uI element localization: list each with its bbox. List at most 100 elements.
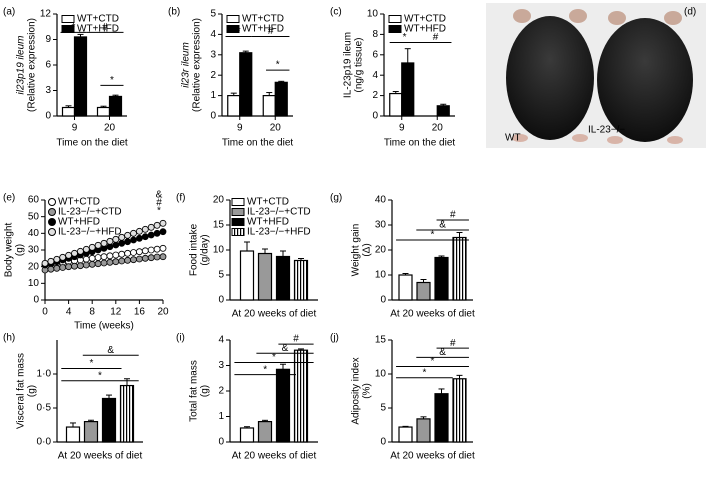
data-point — [135, 227, 143, 235]
y-axis-label: Weight gain — [351, 224, 362, 277]
y-tick-label: 40 — [375, 195, 387, 206]
data-point — [124, 249, 131, 257]
y-tick-label: 0 — [210, 111, 216, 122]
legend-swatch — [231, 208, 245, 216]
y-tick-label: 20 — [375, 245, 387, 256]
significance-mark: * — [422, 367, 426, 378]
data-point — [65, 251, 72, 259]
legend-label: WT+HFD — [77, 24, 119, 35]
data-point — [71, 249, 78, 257]
y-tick-label: 0·5 — [37, 403, 52, 414]
data-point — [124, 231, 131, 239]
y-tick-label: 4 — [218, 335, 224, 346]
y-tick-label: 3 — [210, 49, 216, 60]
y-axis-label: il23r ileum — [181, 42, 192, 88]
data-point — [65, 263, 72, 271]
legend-label: WT+HFD — [242, 24, 284, 35]
data-point — [106, 252, 114, 260]
legend-marker — [48, 228, 56, 236]
bar — [434, 256, 449, 301]
significance-mark: & — [107, 345, 114, 356]
x-tick-label: At 20 weeks of diet — [390, 451, 475, 462]
data-point — [135, 248, 143, 256]
data-point — [112, 235, 120, 243]
data-point — [159, 253, 167, 261]
data-point — [106, 258, 114, 266]
bar — [293, 259, 309, 301]
legend-label: WT+HFD — [247, 217, 289, 228]
y-tick-label: 0 — [380, 295, 386, 306]
x-tick-label: 9 — [72, 123, 78, 134]
panel-label: (e) — [3, 193, 15, 204]
data-point — [141, 233, 149, 241]
bar — [101, 397, 117, 443]
y-tick-label: 6 — [45, 60, 51, 71]
data-point — [130, 249, 137, 256]
y-tick-label: 6 — [372, 49, 378, 60]
x-tick-label: 0 — [42, 307, 48, 318]
data-point — [130, 236, 137, 244]
significance-mark: & — [439, 220, 446, 231]
mouse-body — [506, 16, 594, 140]
y-tick-label: 15 — [213, 220, 225, 231]
bar — [262, 94, 276, 117]
y-tick-label: 1 — [218, 411, 224, 422]
data-point — [118, 257, 126, 265]
significance-mark: * — [272, 352, 276, 363]
bar — [65, 426, 81, 443]
bar — [434, 393, 449, 443]
significance-mark: & — [439, 347, 446, 358]
significance-mark: # — [102, 22, 108, 33]
mouse-foot — [607, 136, 623, 144]
y-axis-label: (Relative expression) — [192, 18, 203, 112]
y-tick-label: 12 — [40, 9, 52, 20]
significance-mark: * — [110, 75, 114, 86]
y-tick-label: 5 — [210, 9, 216, 20]
bar — [398, 274, 413, 301]
y-tick-label: 5 — [218, 270, 224, 281]
significance-mark: * — [89, 358, 93, 369]
data-point — [124, 256, 131, 264]
x-tick-label: 9 — [237, 123, 243, 134]
y-tick-label: 0 — [45, 111, 51, 122]
bar — [61, 106, 76, 117]
data-point — [112, 241, 120, 249]
panel-label: (g) — [330, 193, 342, 204]
data-point — [100, 253, 108, 261]
x-tick-label: 9 — [399, 123, 405, 134]
data-point — [118, 250, 126, 258]
legend-swatch — [388, 15, 402, 23]
data-point — [135, 255, 143, 263]
data-point — [41, 259, 49, 267]
data-point — [82, 261, 90, 269]
panel-label: (d) — [684, 7, 696, 18]
data-point — [94, 241, 102, 249]
significance-mark: * — [237, 26, 241, 37]
data-point — [153, 221, 161, 229]
bar — [452, 378, 467, 443]
x-tick-label: 16 — [134, 307, 146, 318]
legend-swatch — [231, 228, 245, 236]
x-axis-label: Time (weeks) — [74, 321, 134, 332]
y-axis-label: Visceral fat mass — [16, 353, 27, 429]
x-tick-label: 12 — [110, 307, 122, 318]
significance-mark: * — [276, 60, 280, 71]
significance-mark: # — [433, 32, 439, 43]
y-axis-label: (g) — [15, 244, 26, 256]
x-tick-label: At 20 weeks of diet — [58, 451, 143, 462]
panel-label: (h) — [3, 333, 15, 344]
y-tick-label: 0 — [372, 111, 378, 122]
photo-label: WT — [505, 133, 521, 144]
panel-label: (a) — [3, 7, 15, 18]
legend-label: IL-23−/−+CTD — [58, 207, 122, 218]
y-tick-label: 4 — [210, 29, 216, 40]
y-tick-label: 9 — [45, 34, 51, 45]
mouse-foot — [667, 136, 683, 144]
legend-marker — [48, 218, 56, 226]
y-axis-label: IL-23p19 ileum — [343, 32, 354, 98]
data-point — [53, 255, 61, 263]
bar — [436, 105, 450, 117]
x-axis-label: Time on the diet — [384, 138, 456, 149]
legend-label: IL-23−/−+HFD — [58, 227, 122, 238]
